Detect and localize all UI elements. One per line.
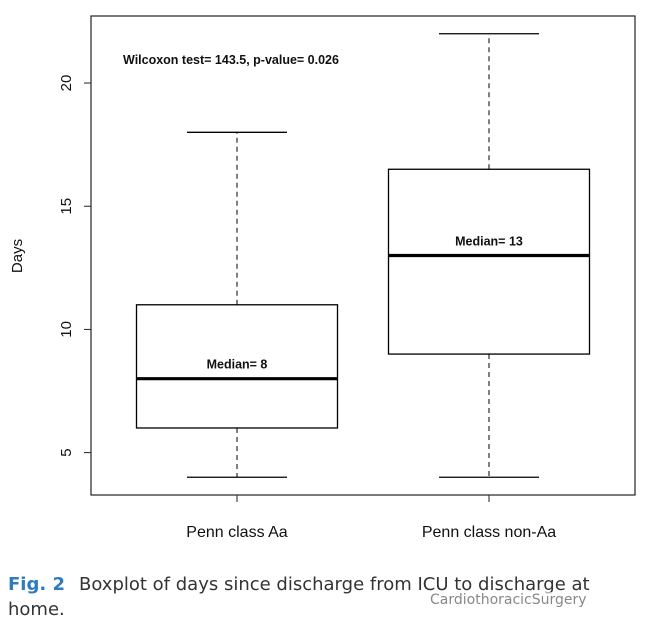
y-tick-label: 10 [58, 321, 75, 338]
y-axis-label: Days [9, 239, 26, 273]
y-tick-label: 20 [58, 75, 75, 92]
plot-frame [90, 15, 636, 496]
annotation: Wilcoxon test= 143.5, p-value= 0.026 [123, 53, 339, 67]
caption-label: Fig. 2 [8, 574, 65, 595]
median-label: Median= 13 [455, 235, 523, 249]
box [387, 168, 591, 355]
median-label: Median= 8 [207, 358, 268, 372]
y-tick-label: 5 [58, 448, 75, 456]
x-tick-label: Penn class non-Aa [422, 524, 556, 541]
box [135, 304, 339, 429]
watermark: CardiothoracicSurgery [430, 592, 587, 608]
caption-text: Boxplot of days since discharge from ICU… [8, 574, 590, 620]
x-tick-label: Penn class Aa [186, 524, 288, 541]
chart: Days Wilcoxon test= 143.5, p-value= 0.02… [9, 15, 636, 541]
y-tick-label: 15 [58, 198, 75, 215]
caption: Fig. 2 Boxplot of days since discharge fr… [8, 572, 628, 622]
